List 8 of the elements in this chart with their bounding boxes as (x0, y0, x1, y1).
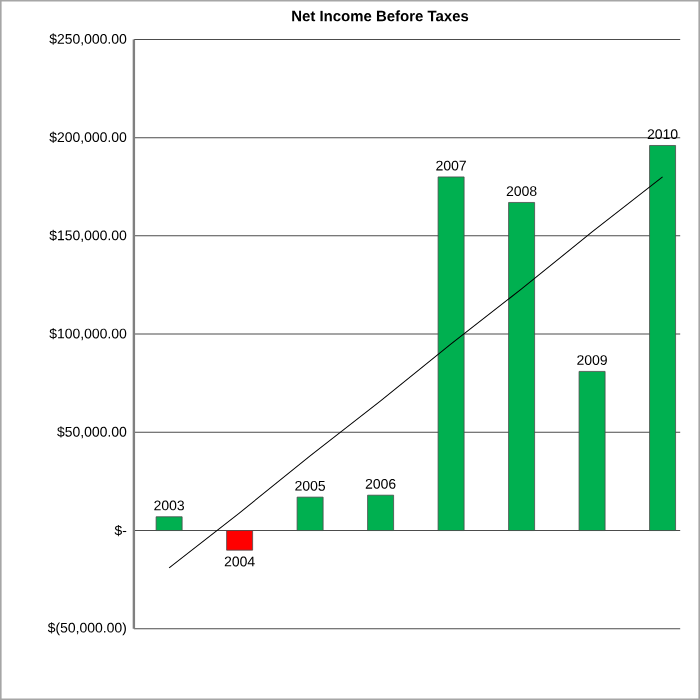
bar (649, 145, 676, 531)
bar (226, 530, 254, 551)
bar (578, 371, 606, 531)
bar (437, 176, 465, 531)
bar (508, 202, 535, 531)
bar (155, 516, 183, 531)
bar (367, 494, 395, 531)
bar (296, 496, 324, 531)
